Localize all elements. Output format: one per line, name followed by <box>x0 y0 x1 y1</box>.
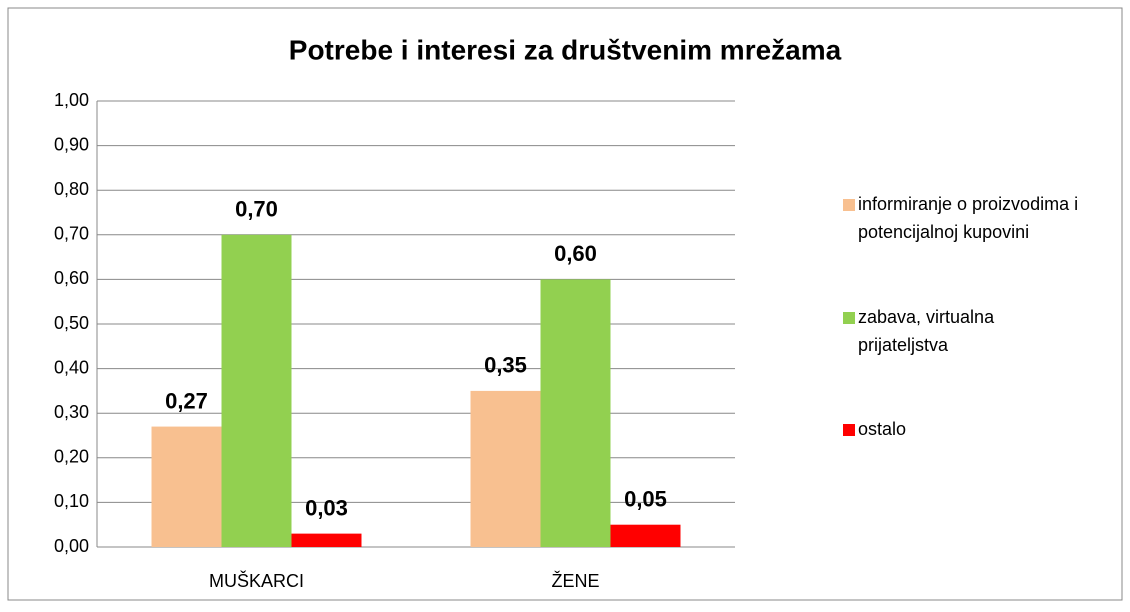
y-tick-label: 0,20 <box>54 447 89 467</box>
bar <box>221 234 292 548</box>
data-label: 0,70 <box>235 197 278 222</box>
legend-entry: informiranje o proizvodima i potencijaln… <box>858 194 1079 242</box>
y-tick-label: 1,00 <box>54 90 89 110</box>
bar <box>540 279 611 547</box>
legend-label: informiranje o proizvodima i potencijaln… <box>858 194 1079 242</box>
y-tick-label: 0,70 <box>54 224 89 244</box>
legend-entry: ostalo <box>858 419 907 439</box>
y-tick-label: 0,00 <box>54 536 89 556</box>
y-tick-label: 0,30 <box>54 402 89 422</box>
legend-entry: zabava, virtualna prijateljstva <box>858 307 995 355</box>
legend-swatch <box>843 424 855 436</box>
data-label: 0,05 <box>624 487 667 512</box>
bar <box>470 390 541 547</box>
y-tick-label: 0,60 <box>54 268 89 288</box>
x-tick-label: MUŠKARCI <box>209 570 304 591</box>
y-tick-label: 0,40 <box>54 357 89 377</box>
legend-swatch <box>843 312 855 324</box>
legend-swatch <box>843 199 855 211</box>
y-tick-label: 0,80 <box>54 179 89 199</box>
bar <box>151 426 222 547</box>
y-tick-label: 0,10 <box>54 491 89 511</box>
chart-title: Potrebe i interesi za društvenim mrežama <box>289 34 842 65</box>
data-label: 0,60 <box>554 241 597 266</box>
data-label: 0,27 <box>165 388 208 413</box>
bar <box>610 524 681 547</box>
legend-label: ostalo <box>858 419 907 439</box>
y-tick-label: 0,90 <box>54 134 89 154</box>
data-label: 0,03 <box>305 495 348 520</box>
y-tick-label: 0,50 <box>54 313 89 333</box>
data-label: 0,35 <box>484 353 527 378</box>
x-tick-label: ŽENE <box>551 571 599 591</box>
bar <box>291 533 362 547</box>
legend-label: zabava, virtualna prijateljstva <box>858 307 995 355</box>
